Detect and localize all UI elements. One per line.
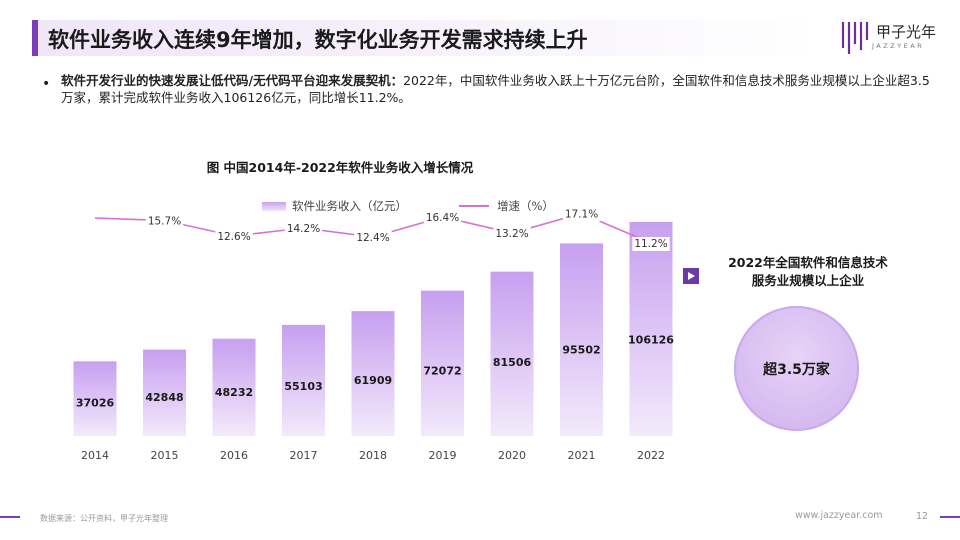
aside-title: 2022年全国软件和信息技术 服务业规模以上企业: [705, 254, 911, 290]
bullet-body-text: 2022年，中国软件业务收入跃上十万亿元台阶，全国软件和信息技术服务业规模以上企…: [61, 73, 930, 105]
legend-bar-swatch: [262, 201, 286, 211]
rate-label-halo: [354, 231, 392, 245]
bar-2016: [212, 338, 256, 436]
page-number: 12: [916, 511, 929, 522]
rate-label-halo: [145, 214, 184, 229]
source-note: 数据来源：公开资料，甲子光年整理: [40, 514, 168, 523]
bar-value-2022: 106126: [628, 334, 674, 347]
rate-label-2019: 16.4%: [426, 212, 459, 224]
bar-2021: [560, 243, 603, 436]
bar-2022: [629, 222, 673, 436]
rate-label-halo: [423, 211, 462, 225]
x-tick-2017: 2017: [290, 449, 318, 462]
bar-2017: [282, 324, 325, 436]
logo-mark-icon: [841, 22, 869, 54]
legend-line-label: 增速（%）: [497, 199, 554, 213]
rate-label-halo: [284, 222, 323, 236]
x-tick-2022: 2022: [637, 449, 665, 462]
rate-label-2017: 14.2%: [287, 223, 320, 235]
aside-title-line1: 2022年全国软件和信息技术: [728, 255, 888, 270]
bar-2019: [421, 290, 464, 436]
bar-value-2019: 72072: [423, 365, 461, 378]
bar-2020: [490, 271, 534, 436]
x-tick-2015: 2015: [151, 449, 179, 462]
rate-label-2018: 12.4%: [356, 232, 389, 244]
bar-value-2014: 37026: [76, 396, 115, 409]
x-tick-2021: 2021: [568, 449, 596, 462]
rate-label-2015: 15.7%: [148, 216, 181, 228]
title-accent-bar: [32, 20, 38, 56]
bar-2014: [73, 361, 117, 436]
bar-value-2016: 48232: [215, 386, 253, 399]
bar-2018: [351, 311, 395, 436]
page-title: 软件业务收入连续9年增加，数字化业务开发需求持续上升: [48, 28, 588, 52]
logo-subtext: JAZZYEAR: [872, 42, 925, 50]
circle-text: 超3.5万家: [763, 361, 830, 378]
legend-line-swatch: [459, 205, 489, 207]
revenue-chart: 37026 2014 42848 2015 15.7% 48232 2016 12.6% 551…: [73, 207, 674, 462]
bar-2015: [143, 349, 186, 436]
bar-value-2015: 42848: [145, 391, 183, 404]
footer-accent-right: [940, 516, 960, 518]
rate-label-halo: [632, 237, 670, 251]
chart-title: 图 中国2014年-2022年软件业务收入增长情况: [206, 160, 474, 175]
bullet-bold-text: 软件开发行业的快速发展让低代码/无代码平台迎来发展契机：: [61, 73, 404, 88]
logo-text: 甲子光年: [876, 23, 937, 41]
rate-label-halo: [215, 230, 253, 244]
x-tick-2018: 2018: [359, 449, 387, 462]
bullet-dot: •: [42, 76, 51, 92]
x-tick-2020: 2020: [498, 449, 526, 462]
title-background: [38, 20, 818, 56]
bullet-paragraph: 软件开发行业的快速发展让低代码/无代码平台迎来发展契机：2022年，中国软件业务…: [61, 72, 941, 106]
bar-value-2018: 61909: [354, 374, 392, 387]
aside-title-line2: 服务业规模以上企业: [751, 273, 865, 288]
footer-accent-left: [0, 516, 20, 518]
chart-legend: 软件业务收入（亿元） 增速（%）: [262, 198, 554, 214]
rate-label-2016: 12.6%: [217, 231, 250, 243]
x-tick-2019: 2019: [429, 449, 457, 462]
rate-label-2022: 11.2%: [634, 238, 667, 250]
rate-label-2021: 17.1%: [565, 209, 598, 221]
legend-bar-label: 软件业务收入（亿元）: [292, 199, 407, 213]
bar-value-2017: 55103: [284, 380, 322, 393]
x-tick-2014: 2014: [81, 449, 109, 462]
bar-value-2021: 95502: [562, 343, 600, 356]
arrow-right-icon: [683, 268, 699, 284]
rate-label-halo: [562, 207, 601, 222]
rate-label-2020: 13.2%: [495, 228, 528, 240]
bar-value-2020: 81506: [493, 356, 532, 369]
website-link[interactable]: www.jazzyear.com: [795, 510, 883, 521]
x-tick-2016: 2016: [220, 449, 248, 462]
rate-label-halo: [493, 227, 531, 241]
highlight-circle: 超3.5万家: [734, 306, 859, 431]
